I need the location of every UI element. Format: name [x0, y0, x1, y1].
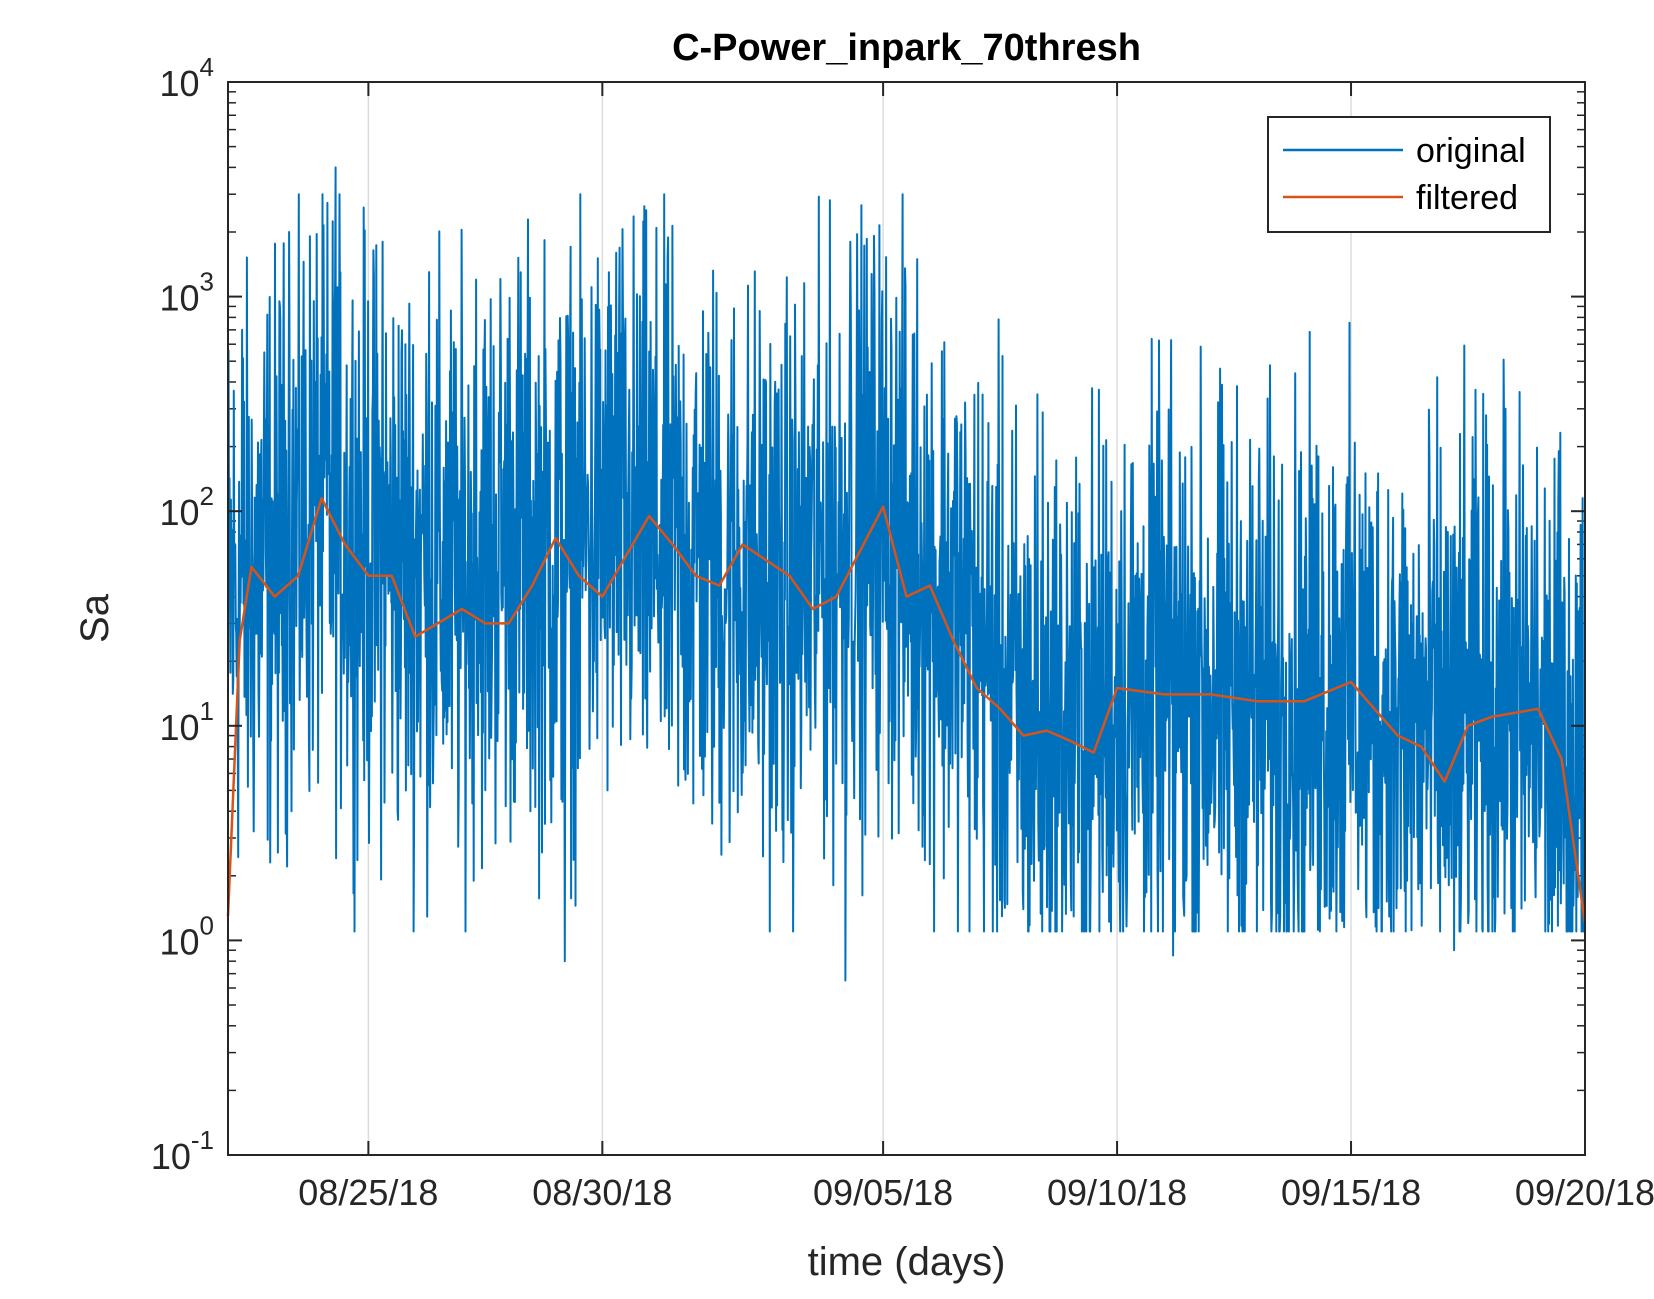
plot-frame — [227, 81, 1586, 1156]
y-tick-base: 10 — [159, 921, 199, 962]
series-layer — [226, 166, 1587, 982]
y-tick-base: 10 — [159, 63, 199, 104]
y-tick-base: 10 — [159, 492, 199, 533]
x-tick-label: 09/10/18 — [1047, 1172, 1187, 1213]
legend-box — [1267, 116, 1551, 233]
y-tick-base: 10 — [159, 707, 199, 748]
legend: original filtered — [1267, 116, 1551, 233]
x-tick-label: 09/15/18 — [1281, 1172, 1421, 1213]
legend-label-original: original — [1416, 132, 1526, 170]
x-tick-label: 09/20/18 — [1515, 1172, 1654, 1213]
y-tick-exponent: 4 — [200, 52, 214, 82]
y-tick-base: 10 — [151, 1136, 191, 1177]
y-tick-label: 100 — [159, 910, 214, 962]
series-line-filtered — [226, 496, 1587, 924]
x-tick-label: 08/25/18 — [298, 1172, 438, 1213]
y-tick-label: 104 — [159, 52, 214, 104]
y-tick-exponent: 1 — [200, 696, 214, 726]
y-tick-exponent: 0 — [200, 910, 214, 940]
y-tick-exponent: -1 — [191, 1125, 214, 1155]
series-line-original — [227, 166, 1586, 982]
legend-label-filtered: filtered — [1416, 179, 1518, 217]
y-tick-base: 10 — [159, 278, 199, 319]
y-tick-label: 103 — [159, 267, 214, 319]
x-tick-label: 09/05/18 — [813, 1172, 953, 1213]
y-tick-label: 10-1 — [151, 1125, 214, 1177]
y-tick-label: 101 — [159, 696, 214, 748]
x-tick-labels: 08/25/18 08/30/18 09/05/18 09/10/18 09/15/18… — [298, 1172, 1654, 1213]
y-tick-label: 102 — [159, 481, 214, 533]
axis-ticks — [228, 81, 1586, 1156]
x-tick-label: 08/30/18 — [532, 1172, 672, 1213]
y-tick-exponent: 3 — [200, 267, 214, 297]
y-axis-label: Sa — [73, 593, 117, 643]
x-axis-label: time (days) — [808, 1240, 1006, 1284]
chart-title: C-Power_inpark_70thresh — [672, 27, 1141, 69]
y-tick-exponent: 2 — [200, 481, 214, 511]
